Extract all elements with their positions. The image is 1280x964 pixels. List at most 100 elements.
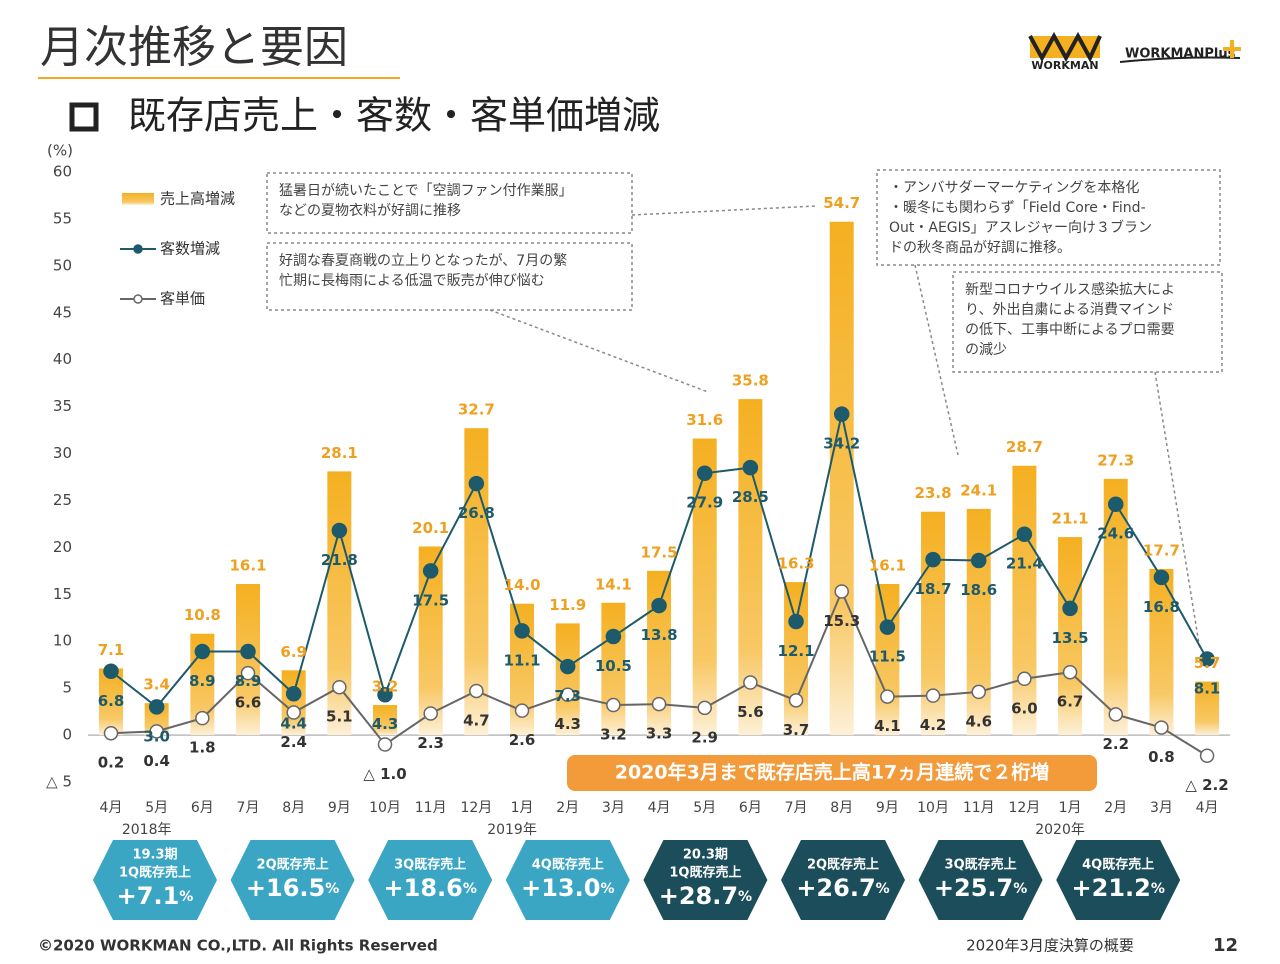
annotation-text: ・アンバサダーマーケティングを本格化 bbox=[889, 180, 1139, 196]
bar bbox=[1195, 681, 1220, 736]
x-tick-label: 9月 bbox=[328, 800, 351, 816]
quarter-label: 2Q既存売上 bbox=[257, 857, 329, 873]
y-tick-label: 15 bbox=[53, 585, 72, 603]
quarter-badge bbox=[93, 840, 217, 920]
annotation-text: の低下、工事中断によるプロ需要 bbox=[965, 322, 1175, 338]
year-label: 2019年 bbox=[487, 822, 537, 838]
data-label: 11.5 bbox=[869, 648, 906, 666]
point bbox=[834, 584, 849, 599]
banner-text: 2020年3月まで既存店売上高17ヵ月連続で２桁増 bbox=[615, 761, 1050, 784]
quarter-badge bbox=[918, 840, 1043, 920]
legend-label: 売上高増減 bbox=[160, 190, 235, 208]
x-tick-label: 4月 bbox=[648, 800, 671, 816]
data-label: 13.8 bbox=[641, 626, 678, 644]
y-tick-label: 60 bbox=[53, 163, 72, 181]
data-label: 26.8 bbox=[458, 504, 495, 522]
point bbox=[514, 623, 530, 639]
bar bbox=[555, 623, 580, 736]
annotation-text: 猛暑日が続いたことで「空調ファン付作業服」 bbox=[279, 182, 573, 199]
y-tick-label: 55 bbox=[53, 209, 72, 227]
y-tick-label: 35 bbox=[53, 397, 72, 415]
data-label: 14.1 bbox=[595, 575, 632, 593]
quarter-value-unit: % bbox=[463, 881, 477, 897]
annotation-text: り、外出自粛による消費マインド bbox=[965, 302, 1174, 318]
quarter-value-unit: % bbox=[1013, 881, 1027, 897]
data-label: 17.7 bbox=[1143, 541, 1180, 559]
annotation-box bbox=[952, 271, 1223, 373]
annotation-box bbox=[266, 242, 633, 311]
data-label: 16.1 bbox=[869, 556, 906, 574]
data-label: 24.1 bbox=[960, 481, 997, 499]
quarter-value: +13.0% bbox=[521, 874, 614, 902]
data-label: 0.2 bbox=[98, 754, 125, 772]
quarter-value: +28.7% bbox=[659, 882, 752, 910]
data-label: 34.2 bbox=[823, 435, 860, 453]
footer-copyright: ©2020 WORKMAN CO.,LTD. All Rights Reserv… bbox=[38, 937, 438, 955]
point bbox=[880, 689, 895, 704]
quarter-label: 1Q既存売上 bbox=[119, 865, 191, 881]
data-label: 21.1 bbox=[1052, 510, 1089, 528]
point bbox=[148, 699, 165, 715]
data-label: 4.4 bbox=[280, 714, 307, 732]
quarter-badge bbox=[1056, 840, 1181, 920]
data-label: 11.9 bbox=[549, 596, 586, 614]
point bbox=[651, 696, 667, 712]
page-number: 12 bbox=[1213, 935, 1238, 956]
point bbox=[195, 710, 210, 726]
data-label: 2.6 bbox=[509, 731, 536, 749]
data-label: △ 1.0 bbox=[363, 765, 406, 783]
quarter-label: 4Q既存売上 bbox=[532, 857, 604, 873]
data-label: 16.8 bbox=[1143, 598, 1180, 616]
data-label: 18.7 bbox=[915, 580, 952, 598]
quarter-value: +21.2% bbox=[1072, 874, 1165, 902]
annotation-text: 好調な春夏商戦の立上りとなったが、7月の繁 bbox=[279, 253, 567, 269]
point bbox=[286, 705, 301, 720]
x-tick-label: 9月 bbox=[876, 800, 899, 816]
logo-text: WORKMAN bbox=[1031, 59, 1098, 72]
data-label: △ 2.2 bbox=[1185, 776, 1228, 794]
quarter-value: +26.7% bbox=[796, 874, 889, 902]
quarter-label: 3Q既存売上 bbox=[394, 857, 466, 873]
point bbox=[833, 406, 850, 422]
point bbox=[651, 597, 667, 614]
bullet bbox=[69, 102, 99, 132]
data-label: 5.6 bbox=[737, 703, 764, 721]
data-label: 4.3 bbox=[372, 715, 399, 733]
x-tick-label: 12月 bbox=[460, 800, 492, 816]
x-tick-label: 11月 bbox=[415, 800, 447, 816]
data-label: 0.8 bbox=[1148, 748, 1175, 766]
data-label: 32.7 bbox=[458, 401, 495, 419]
y-unit: (%) bbox=[47, 142, 73, 160]
quarter-badge bbox=[781, 840, 905, 920]
quarter-value: +25.7% bbox=[934, 874, 1027, 902]
bar bbox=[829, 221, 854, 736]
y-tick-label: 40 bbox=[53, 350, 72, 368]
data-label: 8.1 bbox=[1194, 680, 1221, 698]
bar bbox=[784, 582, 809, 736]
point bbox=[194, 643, 211, 660]
data-label: 2.4 bbox=[280, 733, 307, 751]
quarter-value: +7.1% bbox=[117, 882, 194, 910]
x-tick-label: 5月 bbox=[145, 800, 168, 816]
point bbox=[149, 724, 164, 739]
quarter-value-number: +28.7 bbox=[659, 882, 738, 910]
point bbox=[879, 619, 896, 635]
point bbox=[925, 688, 941, 703]
x-tick-label: 10月 bbox=[917, 800, 949, 816]
point bbox=[469, 683, 484, 699]
footer-doc: 2020年3月度決算の概要 bbox=[966, 937, 1134, 955]
annotation-box bbox=[876, 169, 1221, 266]
x-tick-label: 2月 bbox=[556, 800, 579, 816]
quarter-period: 19.3期 bbox=[132, 848, 177, 863]
bar bbox=[1058, 537, 1083, 736]
data-label: 6.6 bbox=[235, 694, 262, 712]
data-label: 6.0 bbox=[1011, 699, 1038, 717]
quarter-badge bbox=[230, 840, 355, 920]
point bbox=[1017, 671, 1032, 687]
data-label: 3.3 bbox=[646, 725, 673, 743]
point bbox=[970, 552, 987, 569]
point bbox=[468, 475, 485, 492]
quarter-value-number: +18.6 bbox=[384, 874, 463, 902]
annotation-text: ドの秋冬商品が好調に推移。 bbox=[889, 240, 1071, 256]
annotation-leader bbox=[1154, 371, 1201, 651]
